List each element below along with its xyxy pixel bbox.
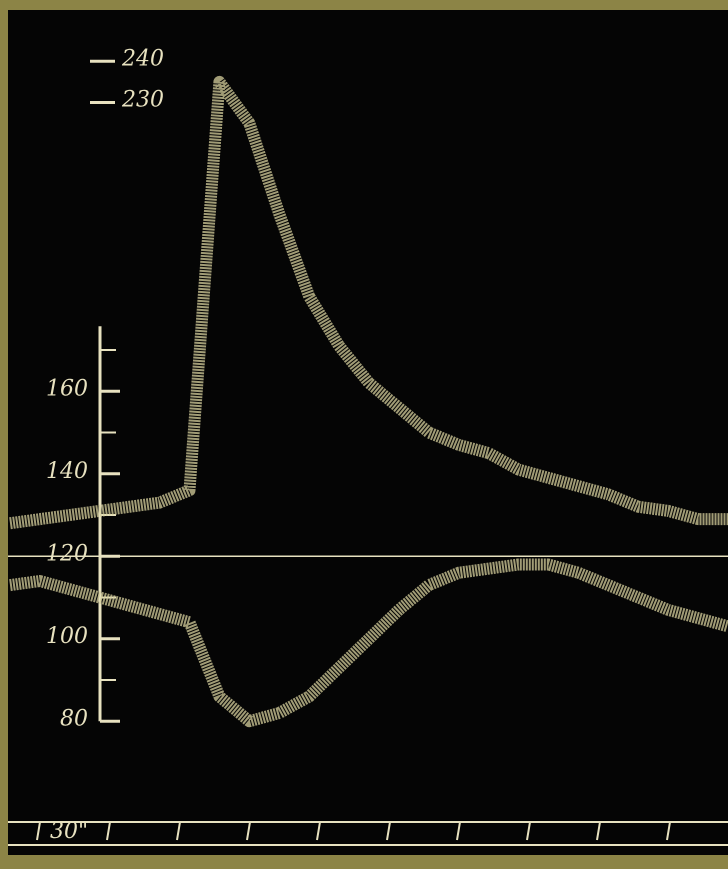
upper-tick-label: 240	[121, 46, 164, 71]
chart: 30" 80 100 120 140 160 240 230	[0, 0, 728, 869]
y-tick-label: 140	[46, 459, 88, 484]
y-tick-label: 120	[46, 541, 88, 566]
upper-tick-label: 230	[121, 88, 164, 113]
y-tick-label: 100	[46, 624, 88, 649]
time-label: 30"	[50, 819, 88, 844]
y-tick-label: 160	[46, 376, 88, 401]
y-tick-label: 80	[60, 706, 88, 731]
